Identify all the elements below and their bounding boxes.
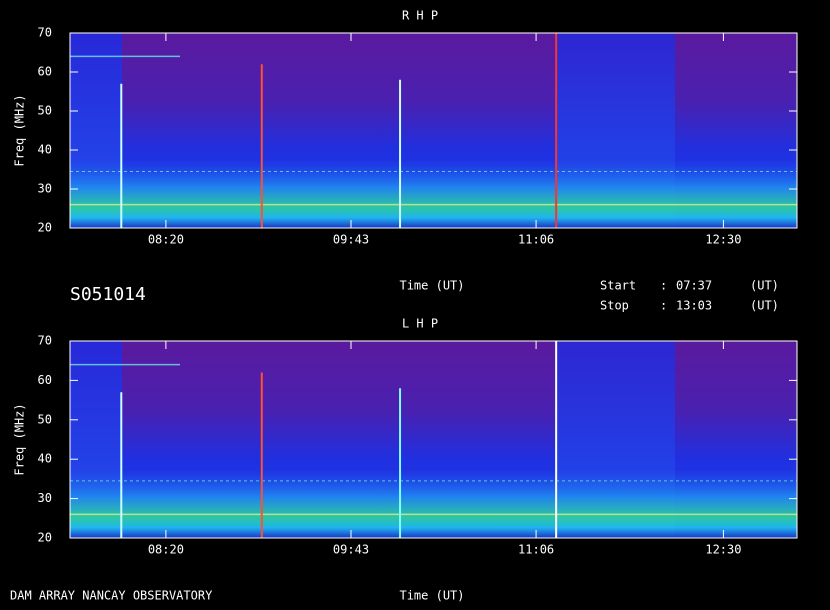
- unit: (UT): [750, 299, 779, 313]
- unit: (UT): [750, 279, 779, 293]
- x-axis-label: Time (UT): [399, 279, 464, 293]
- spectrogram: [70, 341, 797, 538]
- y-tick-label: 40: [38, 143, 52, 157]
- plot-frame: [69, 32, 798, 229]
- separator: :: [660, 299, 667, 313]
- band: [70, 159, 797, 228]
- x-axis-label: Time (UT): [399, 589, 464, 603]
- x-tick-label: 12:30: [705, 543, 741, 557]
- y-tick-label: 30: [38, 182, 52, 196]
- stop-time: 13:03: [676, 299, 712, 313]
- x-tick-label: 09:43: [333, 543, 369, 557]
- x-tick-label: 11:06: [518, 233, 554, 247]
- plot-frame: [69, 340, 798, 539]
- y-tick-label: 50: [38, 412, 52, 426]
- x-tick-label: 09:43: [333, 233, 369, 247]
- y-axis-label: Freq (MHz): [13, 403, 27, 475]
- y-tick-label: 60: [38, 373, 52, 387]
- x-tick-label: 11:06: [518, 543, 554, 557]
- stop-label: Stop: [600, 299, 629, 313]
- separator: :: [660, 279, 667, 293]
- footer: DAM ARRAY NANCAY OBSERVATORY: [10, 589, 213, 603]
- y-tick-label: 30: [38, 491, 52, 505]
- y-tick-label: 70: [38, 26, 52, 40]
- spectrogram: [70, 33, 797, 228]
- y-tick-label: 60: [38, 65, 52, 79]
- start-label: Start: [600, 279, 636, 293]
- y-tick-label: 40: [38, 452, 52, 466]
- band: [70, 469, 797, 538]
- x-tick-label: 12:30: [705, 233, 741, 247]
- x-tick-label: 08:20: [148, 543, 184, 557]
- panel-title: R H P: [402, 9, 438, 23]
- y-tick-label: 70: [38, 334, 52, 348]
- start-time: 07:37: [676, 279, 712, 293]
- panel-title: L H P: [402, 317, 438, 331]
- x-tick-label: 08:20: [148, 233, 184, 247]
- y-tick-label: 50: [38, 104, 52, 118]
- observation-id: S051014: [70, 284, 146, 305]
- y-tick-label: 20: [38, 221, 52, 235]
- y-tick-label: 20: [38, 531, 52, 545]
- y-axis-label: Freq (MHz): [13, 94, 27, 166]
